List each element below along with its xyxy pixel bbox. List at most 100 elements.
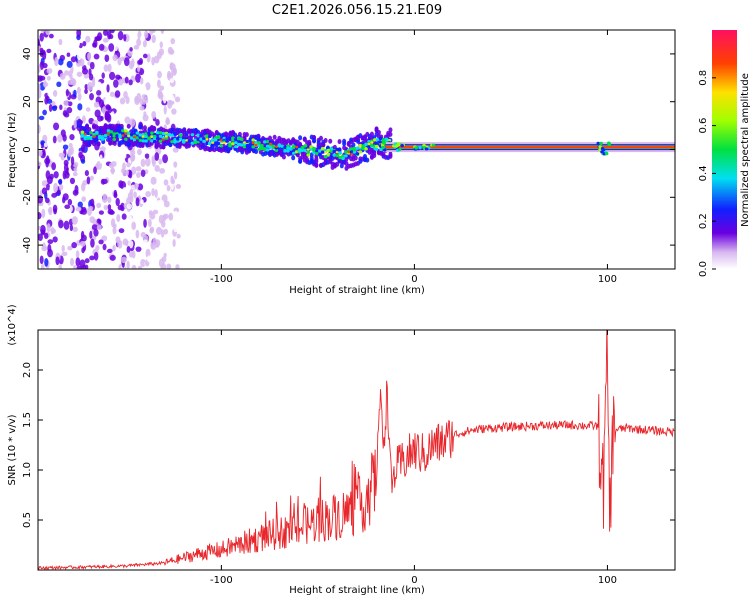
spectrogram-cell [172,147,179,153]
spectrogram-cell [234,141,238,145]
spectrogram-cell [81,247,85,254]
spectrogram-cell [260,144,264,148]
spectrogram-cell [73,167,78,173]
spectrogram-cell [127,180,131,186]
spectrogram-cell [45,160,49,168]
spectrogram-cell [128,170,133,179]
spectrogram-cell [51,105,58,112]
spectrogram-cell [166,184,171,192]
spectrogram-cell [52,135,57,144]
spectrogram-cell [164,136,169,140]
spectrogram-cell [374,144,379,148]
spectrogram-cell [81,115,86,124]
spectrogram-cell [63,159,69,167]
snr-frame [37,329,676,571]
spectrogram-cell [309,145,313,149]
spectrogram-cell [216,141,221,146]
spectrogram-cell [320,150,325,154]
spectrogram-cell [112,54,118,62]
spectrogram-cell [418,145,422,150]
spectrogram-cell [115,197,120,207]
spectrogram-cell [78,119,83,125]
spectrogram-cell [113,44,118,52]
spectrogram-cell [160,30,165,34]
spectrogram-cell [231,142,235,146]
spectrogram-cell [254,140,258,145]
spectrogram-cell [126,123,131,129]
spectrogram-cell [397,147,402,152]
spectrogram-cell [69,45,76,54]
spectrogram-cell [87,126,92,132]
spectrogram-cell [142,207,148,216]
spectrogram-cell [129,188,134,196]
spectrogram-cell [115,236,121,244]
spectrogram-cell [101,235,108,242]
spectrogram-cell [131,221,137,230]
spectrogram-cell [106,129,111,133]
spectrogram-cell [129,136,134,140]
spectrogram-cell [251,138,256,142]
spectrogram-cell [62,144,69,150]
spectrogram-cell [72,171,78,177]
spectrogram-cell [170,133,174,137]
snr-multiplier: (x10^4) [7,304,18,345]
spectrogram-cell [219,139,223,142]
spectrogram-cell [80,58,85,67]
spectrogram-cell [297,149,302,153]
spectrogram-cell [63,112,70,118]
spectrogram-cell [163,76,168,83]
spectrogram-cell [167,99,173,109]
spectrogram-cell [46,183,51,191]
spectrogram-cell [321,142,326,148]
spectrogram-cell [338,155,342,160]
spectrogram-cell [378,140,382,144]
spectrogram-cell [286,149,290,153]
spectrogram-cell [248,138,253,142]
spectrogram-cell [78,151,83,159]
spectrogram-cell [100,135,105,139]
colorbar-label: Normalized spectral amplitude [740,73,750,227]
spectrogram-cell [42,62,48,69]
spectrogram-cell [190,133,195,137]
spectrogram-cell [62,170,67,180]
spectrogram-x-tick-label: 100 [598,274,617,285]
spectrogram-cell [147,131,151,135]
spectrogram-cell [112,137,117,142]
colorbar-tick-label: 0.6 [698,118,709,134]
snr-y-tick-label: 0.5 [22,512,33,528]
spectrogram-cell [265,140,270,144]
spectrogram-cell [125,169,129,176]
spectrogram-cell [344,150,348,154]
spectrogram-cell [160,220,166,228]
spectrogram-cell [145,157,151,167]
spectrogram-cell [76,71,83,77]
spectrogram-cell [151,157,156,167]
spectrogram-cell [286,146,290,150]
spectrogram-cell [118,228,125,234]
spectrogram-cell [129,132,134,137]
spectrogram-cell [272,134,277,140]
spectrogram-cell [358,150,363,154]
spectrogram-cell [152,136,157,141]
spectrogram-cell [43,232,49,239]
spectrogram-cell [109,144,114,154]
spectrogram-cell [199,133,203,137]
spectrogram-cell [199,139,203,143]
spectrogram-cell [46,75,51,81]
spectrogram-cell [155,118,160,126]
spectrogram-cell [126,141,131,147]
spectrogram-cell [239,143,244,147]
spectrogram-cell [150,139,154,143]
spectrogram-cell [260,146,264,151]
spectrogram-cell [213,138,218,142]
spectrogram-cell [257,143,261,148]
spectrogram-cell [163,179,169,186]
spectrogram-cell [176,233,181,239]
spectrogram-cell [263,140,267,144]
spectrogram-cell [45,197,50,204]
spectrogram-cell [236,142,241,147]
spectrogram-cell [303,148,308,152]
spectrogram-cell [79,240,86,247]
spectrogram-cell [137,148,142,156]
spectrogram-cell [62,134,67,142]
